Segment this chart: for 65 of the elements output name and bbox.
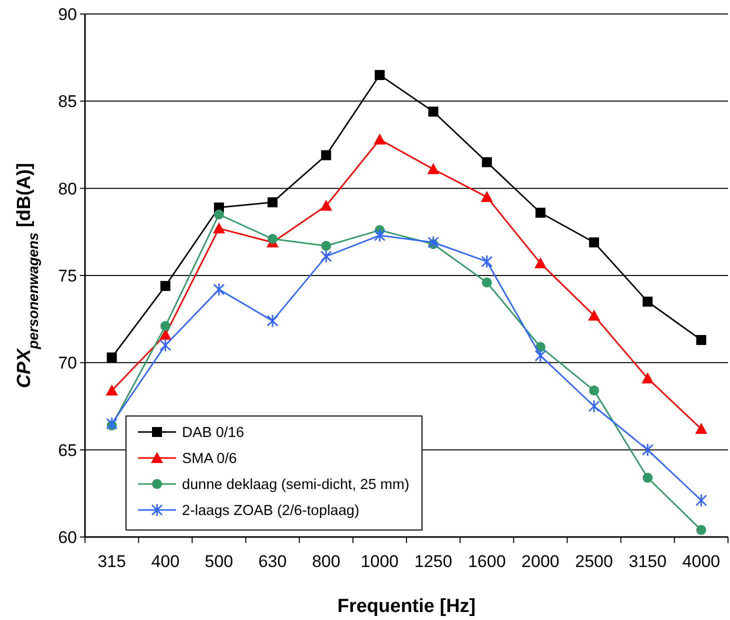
- x-tick-label: 3150: [628, 552, 667, 571]
- x-tick-label: 1000: [360, 552, 399, 571]
- point: [642, 372, 654, 384]
- point: [320, 250, 332, 264]
- point: [588, 310, 600, 321]
- point: [212, 222, 225, 234]
- point: [534, 257, 546, 268]
- point: [160, 338, 172, 352]
- point: [642, 296, 653, 307]
- legend-label: 2-laags ZOAB (2/6-toplaag): [182, 503, 360, 520]
- y-tick-label: 80: [58, 179, 77, 198]
- x-tick-label: 400: [151, 552, 180, 571]
- x-tick-label: 800: [312, 552, 340, 571]
- point: [534, 348, 546, 362]
- legend-label: SMA 0/6: [182, 451, 237, 468]
- point: [482, 157, 492, 168]
- point: [160, 280, 170, 291]
- point: [535, 208, 546, 218]
- point: [588, 400, 600, 413]
- legend-label: dunne deklaag (semi-dicht, 25 mm): [182, 477, 410, 494]
- point: [160, 321, 170, 332]
- point: [374, 228, 386, 242]
- point: [695, 494, 707, 508]
- point: [266, 314, 278, 328]
- x-tick-label: 315: [98, 552, 126, 571]
- point: [213, 282, 225, 296]
- point: [428, 236, 440, 250]
- point: [428, 106, 438, 117]
- point: [268, 234, 278, 244]
- point: [374, 134, 386, 145]
- point: [481, 254, 493, 268]
- x-tick-label: 1600: [468, 552, 506, 571]
- y-tick-label: 70: [58, 354, 77, 373]
- y-tick-label: 75: [58, 266, 77, 286]
- x-tick-label: 2000: [522, 552, 560, 571]
- point: [321, 150, 332, 160]
- x-tick-label: 500: [204, 552, 234, 571]
- x-tick-label: 1250: [414, 552, 452, 571]
- x-tick-label: 4000: [682, 552, 720, 571]
- point: [106, 384, 118, 396]
- point: [321, 240, 332, 251]
- y-tick-label: 60: [58, 528, 77, 547]
- point: [589, 386, 600, 396]
- point: [696, 525, 706, 536]
- point: [106, 416, 118, 430]
- point: [642, 443, 654, 457]
- legend-label: DAB 0/16: [182, 425, 244, 442]
- point: [589, 237, 600, 248]
- point: [320, 200, 332, 211]
- point: [268, 197, 278, 208]
- point: [696, 335, 706, 346]
- y-tick-label: 90: [58, 4, 77, 24]
- point: [106, 352, 117, 362]
- x-tick-label: 2500: [575, 552, 613, 571]
- x-tick-label: 630: [258, 552, 287, 571]
- x-axis-title: Frequentie [Hz]: [337, 596, 476, 617]
- point: [482, 277, 492, 288]
- point: [480, 191, 493, 202]
- y-tick-label: 65: [58, 440, 77, 460]
- y-tick-label: 85: [58, 92, 77, 112]
- point: [427, 163, 440, 174]
- point: [642, 472, 653, 483]
- point: [214, 209, 224, 220]
- point: [695, 422, 708, 434]
- point: [374, 70, 385, 80]
